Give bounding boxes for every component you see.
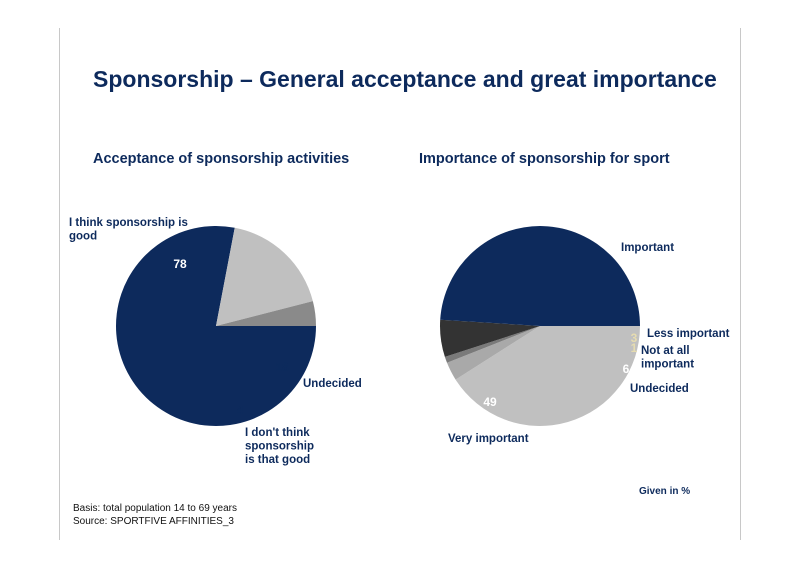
slice-label-important: Important (621, 242, 674, 254)
page-title: Sponsorship – General acceptance and gre… (93, 66, 717, 92)
slice-value-undecided: 18 (275, 360, 289, 374)
footer-basis: Basis: total population 14 to 69 years (73, 503, 237, 514)
slice-value-i-think-sponsorship-is-good: 78 (173, 257, 187, 271)
pie-slice-important (455, 326, 640, 426)
slice-value-undecided: 6 (623, 362, 630, 376)
slice-label-not-at-all-important: Not at all important (641, 345, 694, 371)
left-border-line (59, 28, 60, 540)
slice-value-i-don-t-think-sponsorship-is-that-good: 4 (237, 403, 244, 417)
pie-slice-i-don-t-think-sponsorship-is-that-good (216, 301, 316, 326)
slice-label-undecided: Undecided (303, 378, 362, 390)
pie-slice-undecided (440, 319, 540, 357)
slice-label-i-think-sponsorship-is-good: I think sponsorship is good (69, 217, 188, 243)
pie-slice-not-at-all-important (444, 326, 540, 363)
footer-source: Source: SPORTFIVE AFFINITIES_3 (73, 516, 234, 527)
slice-label-undecided: Undecided (630, 383, 689, 395)
slice-label-very-important: Very important (448, 433, 529, 445)
pie-slice-i-think-sponsorship-is-good (115, 225, 316, 426)
pie-slice-undecided (216, 227, 313, 326)
slice-label-less-important: Less important (647, 328, 730, 340)
unit-note: Given in % (639, 486, 691, 497)
chart-title-importance: Importance of sponsorship for sport (419, 151, 670, 167)
chart-title-acceptance: Acceptance of sponsorship activities (93, 151, 350, 167)
slice-value-not-at-all-important: 1 (631, 341, 638, 355)
footer: Basis: total population 14 to 69 years S… (73, 502, 237, 528)
slice-label-i-don-t-think-sponsorship-is-that-good: I don't think sponsorship is that good (245, 427, 314, 466)
slice-value-less-important: 3 (631, 331, 638, 345)
right-border-line (740, 28, 741, 540)
slice-value-very-important: 49 (483, 395, 497, 409)
pie-slice-very-important (440, 226, 640, 326)
pie-slice-less-important (447, 326, 540, 380)
